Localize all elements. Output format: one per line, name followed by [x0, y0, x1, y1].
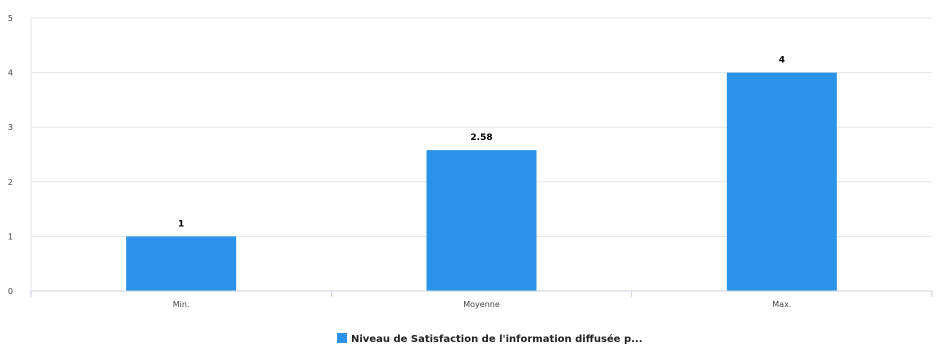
legend-label: Niveau de Satisfaction de l'information … [351, 333, 643, 345]
legend[interactable]: Niveau de Satisfaction de l'information … [337, 333, 643, 345]
y-axis-ticks: 0 1 2 3 4 5 [8, 14, 13, 296]
x-tick-label: Moyenne [463, 300, 500, 309]
y-tick-label-1: 1 [8, 232, 13, 241]
data-label: 4 [779, 56, 785, 66]
data-labels: 1 2.58 4 [178, 56, 785, 230]
bar-max [726, 72, 837, 291]
bar-min [126, 236, 237, 291]
y-tick-label-0: 0 [8, 287, 13, 296]
data-label: 1 [178, 219, 184, 229]
x-tick-label: Max. [772, 300, 791, 309]
y-tick-label-3: 3 [8, 123, 13, 132]
y-tick-label-2: 2 [8, 178, 13, 187]
y-tick-label-4: 4 [8, 69, 13, 78]
bars [126, 72, 837, 291]
x-tick-label: Min. [173, 300, 190, 309]
y-tick-label-5: 5 [8, 14, 13, 23]
x-axis: Min. Moyenne Max. [30, 290, 933, 309]
legend-swatch [337, 333, 347, 343]
data-label: 2.58 [470, 133, 492, 143]
bar-moyenne [426, 150, 537, 291]
